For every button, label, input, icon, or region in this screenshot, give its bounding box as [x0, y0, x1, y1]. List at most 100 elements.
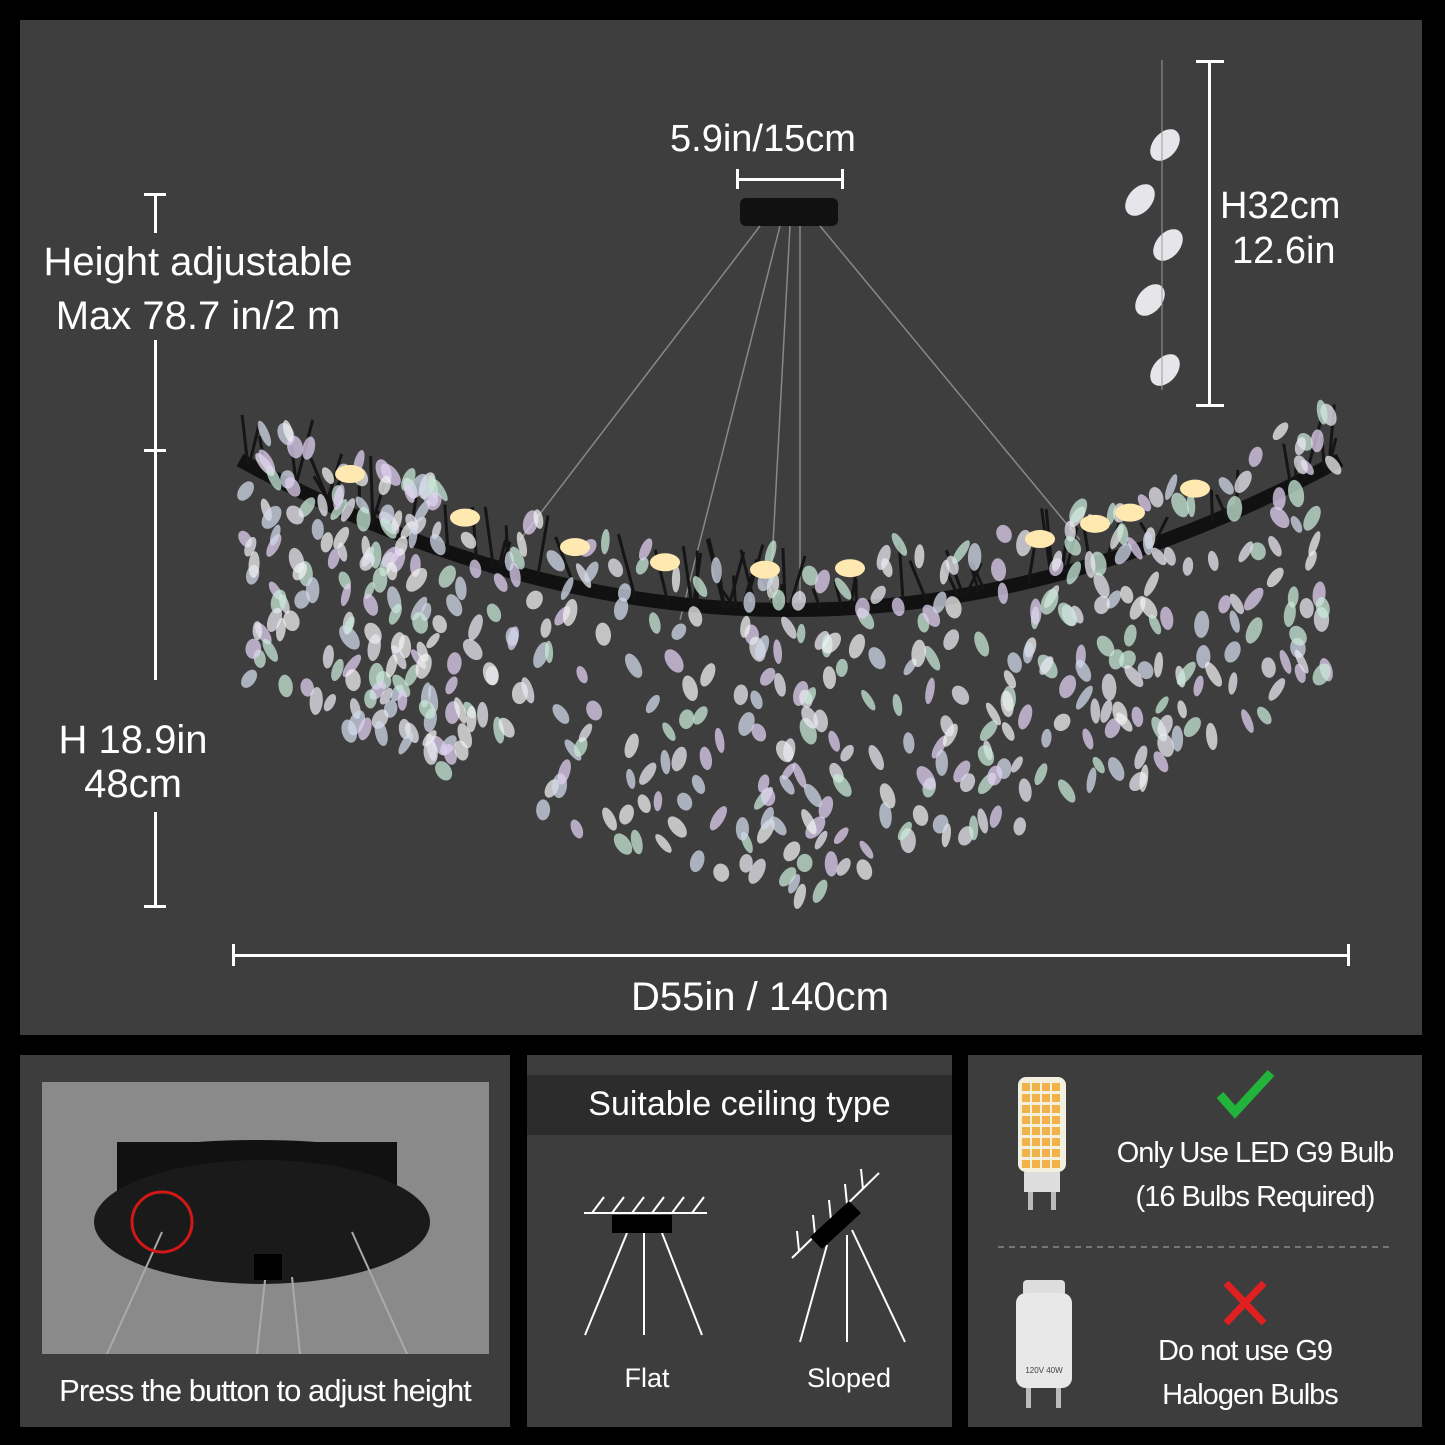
- crystal: [1059, 675, 1077, 699]
- crystal: [1066, 561, 1081, 585]
- crystal: [876, 544, 891, 571]
- crystal: [540, 618, 552, 638]
- crystal: [1229, 610, 1240, 633]
- crystal: [828, 730, 840, 752]
- crystal: [1154, 651, 1164, 678]
- crystal: [1155, 696, 1169, 714]
- crystal: [398, 732, 414, 755]
- crystal: [925, 677, 935, 705]
- crystal: [404, 484, 415, 503]
- crystal: [953, 760, 971, 783]
- crystal: [1186, 492, 1196, 518]
- crystal: [1229, 593, 1244, 615]
- crystal: [1183, 717, 1201, 738]
- led-chip: [1052, 1083, 1060, 1091]
- light-bulb: [1115, 503, 1145, 522]
- crystal: [426, 492, 442, 511]
- crystal: [1266, 567, 1284, 588]
- crystal: [1034, 763, 1048, 786]
- led-chip: [1042, 1160, 1050, 1168]
- crystal: [1040, 588, 1059, 615]
- diameter-line: [233, 954, 1349, 957]
- branch: [811, 587, 822, 611]
- crystal: [935, 749, 948, 776]
- crystal: [855, 597, 870, 619]
- ceiling-diagrams: [584, 1168, 906, 1343]
- halogen-bulb-icon: 120V 40W: [1016, 1280, 1072, 1408]
- crystal: [1139, 764, 1149, 792]
- crystal: [1104, 718, 1121, 739]
- crystal: [796, 623, 806, 644]
- branch: [240, 414, 250, 465]
- crystal: [802, 565, 819, 586]
- crystal: [1268, 536, 1282, 557]
- crystal: [302, 436, 316, 460]
- crystal: [292, 562, 307, 581]
- crystal: [340, 583, 352, 607]
- crystal: [833, 827, 849, 844]
- crystal: [699, 746, 713, 771]
- crystal: [781, 763, 796, 780]
- led-chip: [1052, 1116, 1060, 1124]
- crystal: [801, 706, 819, 729]
- crystal: [1289, 625, 1307, 646]
- crystal: [779, 867, 797, 887]
- light-bulb: [450, 508, 480, 527]
- light-bulb: [1180, 479, 1210, 498]
- led-chip: [1052, 1094, 1060, 1102]
- crystal: [1106, 590, 1122, 609]
- crystal: [792, 762, 807, 789]
- branch: [908, 560, 928, 602]
- crystal: [381, 546, 400, 568]
- crystal: [486, 603, 502, 623]
- tick: [232, 944, 235, 966]
- branch: [681, 545, 694, 606]
- crystal: [286, 505, 304, 525]
- crystal: [733, 684, 749, 706]
- crystal: [1193, 675, 1204, 697]
- crystal: [544, 640, 554, 664]
- pendant-height-line: [1208, 60, 1211, 406]
- led-chip: [1022, 1149, 1030, 1157]
- crystal: [760, 787, 776, 807]
- crystal: [317, 493, 328, 517]
- crystal: [1090, 698, 1101, 724]
- crystal: [498, 717, 515, 738]
- crystal: [1057, 779, 1076, 803]
- crystal: [608, 558, 624, 578]
- crystal: [1114, 543, 1132, 565]
- button-panel: Press the button to adjust height: [20, 1055, 510, 1427]
- sloped-ceiling-icon: [791, 1168, 906, 1343]
- crystal: [266, 607, 283, 633]
- crystal: [404, 664, 419, 687]
- crystal: [1142, 531, 1153, 556]
- led-chip: [1032, 1105, 1040, 1113]
- crystal: [774, 672, 786, 697]
- crystal: [1194, 610, 1210, 638]
- crystal: [374, 720, 388, 746]
- pendant-crystal: [1125, 184, 1155, 216]
- crystal: [330, 499, 348, 521]
- crystal: [455, 576, 467, 601]
- crystal: [637, 794, 651, 813]
- crystal: [751, 723, 767, 742]
- crystal: [356, 506, 371, 532]
- crystal: [974, 631, 990, 657]
- crystal: [282, 420, 294, 442]
- crystal: [613, 597, 629, 621]
- crystal: [327, 548, 340, 569]
- crystal: [1243, 587, 1264, 611]
- crystal: [584, 561, 599, 583]
- branch: [897, 545, 905, 604]
- height-line: [154, 340, 157, 680]
- crystal: [662, 722, 676, 741]
- crystal: [252, 621, 263, 641]
- crystal: [1075, 659, 1092, 682]
- crystal: [691, 774, 706, 794]
- crystal: [653, 791, 663, 812]
- crystal: [322, 645, 334, 669]
- light-bulb: [835, 559, 865, 578]
- ceiling-title: Suitable ceiling type: [588, 1085, 891, 1123]
- crystal: [764, 540, 777, 566]
- crystal: [772, 589, 786, 611]
